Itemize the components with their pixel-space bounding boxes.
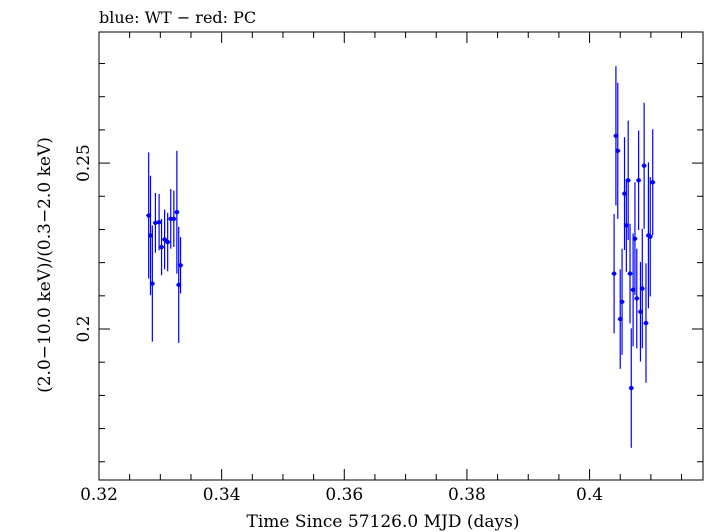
data-point <box>650 180 655 185</box>
data-point <box>165 239 170 245</box>
data-point <box>625 178 631 183</box>
data-point <box>618 316 623 322</box>
data-point <box>636 178 641 183</box>
y-axis: 0.2 0.25 <box>74 63 703 463</box>
x-tick-label: 0.38 <box>448 485 486 505</box>
x-axis-label: Time Since 57126.0 MJD (days) <box>247 512 520 532</box>
data-point <box>648 234 653 239</box>
data-point <box>176 282 181 288</box>
y-tick-label: 0.25 <box>74 144 94 182</box>
data-point <box>627 271 633 276</box>
x-axis: 0.32 0.34 0.36 0.38 0.4 <box>80 32 683 505</box>
data-point <box>162 237 167 242</box>
data-point <box>630 287 636 293</box>
data-point <box>171 216 177 222</box>
chart-title: blue: WT − red: PC <box>99 8 256 27</box>
data-point <box>153 220 158 226</box>
data-point <box>634 296 639 301</box>
x-tick-label: 0.4 <box>576 485 603 505</box>
data-point <box>156 219 162 225</box>
data-point <box>613 133 619 139</box>
plot-frame <box>98 31 704 481</box>
data-point <box>638 309 643 314</box>
data-point <box>168 216 173 222</box>
data-point <box>150 281 155 286</box>
data-point <box>619 299 625 304</box>
data-point <box>178 263 183 268</box>
x-tick-label: 0.36 <box>325 485 363 505</box>
y-tick-label: 0.2 <box>74 315 94 342</box>
data-point <box>640 286 645 291</box>
data-point <box>629 385 634 391</box>
data-point <box>174 209 180 215</box>
data-point <box>632 236 638 241</box>
data-point <box>622 191 627 196</box>
x-tick-label: 0.32 <box>80 485 118 505</box>
data-point <box>159 244 164 250</box>
data-point <box>643 320 649 326</box>
y-axis-label: (2.0−10.0 keV)/(0.3−2.0 keV) <box>35 137 55 393</box>
data-point <box>641 163 647 168</box>
data-point <box>624 223 629 228</box>
data-point <box>615 148 620 154</box>
data-point <box>146 213 151 218</box>
data-point <box>611 271 617 276</box>
x-tick-label: 0.34 <box>203 485 241 505</box>
data-point <box>148 233 153 238</box>
data-points <box>146 66 656 448</box>
